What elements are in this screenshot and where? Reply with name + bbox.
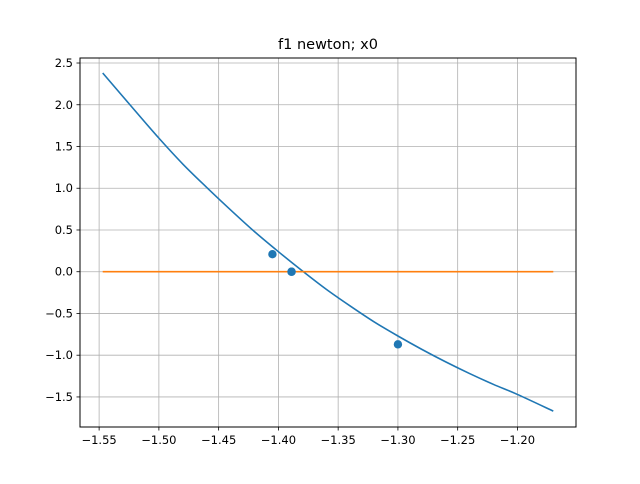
axes: −1.55 −1.50 −1.45 −1.40 −1.35 −1.30 −1.25 −1.20… <box>45 56 535 447</box>
x-tick-label: −1.25 <box>440 433 475 447</box>
x-tick-label: −1.55 <box>81 433 116 447</box>
y-tick-label: 2.0 <box>55 98 73 112</box>
data-point <box>393 340 403 349</box>
data-point <box>268 249 277 259</box>
y-tick-label: −0.5 <box>45 306 73 320</box>
x-tick-label: −1.40 <box>261 433 296 447</box>
y-tick-label: −1.0 <box>45 348 73 362</box>
y-tick-label: 0.5 <box>55 223 73 237</box>
y-tick-label: 1.5 <box>55 139 73 153</box>
x-tick-label: −1.20 <box>500 433 535 447</box>
series-line-0 <box>102 72 554 412</box>
series-layer <box>102 72 554 412</box>
y-tick-label: 1.0 <box>55 181 73 195</box>
plot-frame <box>79 57 577 428</box>
chart-title: f1 newton; x0 <box>278 37 378 53</box>
x-tick-label: −1.50 <box>141 433 176 447</box>
data-point <box>287 267 296 276</box>
y-tick-label: 0.0 <box>55 265 73 279</box>
x-tick-label: −1.45 <box>201 433 236 447</box>
y-tick-label: −1.5 <box>45 390 73 404</box>
x-tick-label: −1.35 <box>321 433 356 447</box>
x-tick-label: −1.30 <box>380 433 415 447</box>
y-tick-label: 2.5 <box>55 56 73 70</box>
